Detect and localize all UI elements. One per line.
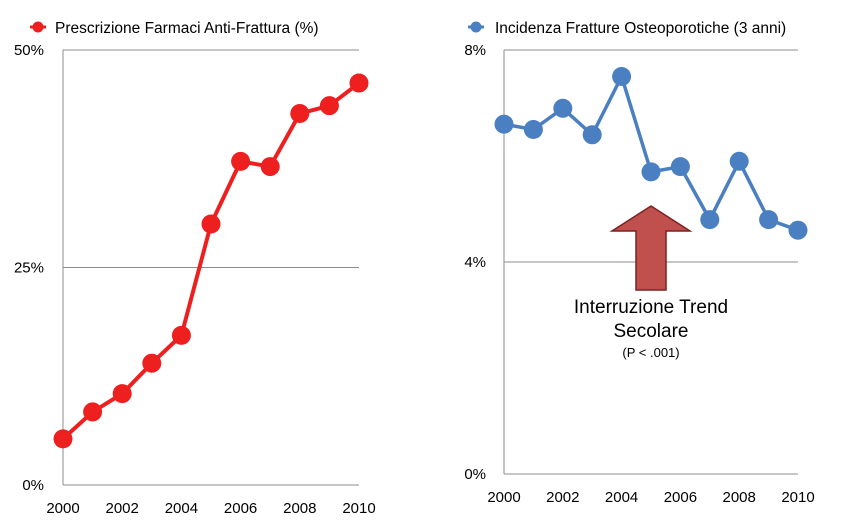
left-gridlines [63,49,359,268]
right-data-point [700,210,720,230]
left-x-tick-label: 2008 [283,500,316,517]
left-axes [62,50,359,486]
right-data-point [670,157,690,177]
left-data-point [83,402,103,422]
right-y-tick-label: 0% [464,466,486,483]
right-data-point [759,210,779,230]
right-tick-labels: 0% 4% 8% 2000 2002 2004 2006 2008 2010 [464,42,814,506]
left-x-tick-label: 2010 [342,500,375,517]
left-data-point [349,73,369,93]
right-data-point [553,98,573,118]
left-data-point [290,104,310,124]
left-legend-label: Prescrizione Farmaci Anti-Frattura (%) [55,20,319,37]
right-x-tick-label: 2004 [605,489,638,506]
fracture-incidence-chart: Incidenza Fratture Osteoporotiche (3 ann… [464,20,814,506]
trend-break-annotation: Interruzione Trend Secolare (P < .001) [574,205,728,360]
right-y-tick-label: 8% [464,42,486,59]
left-legend-dot-marker [32,21,44,33]
up-arrow-icon [609,205,693,291]
right-x-tick-label: 2002 [546,489,579,506]
left-data-point [112,384,132,404]
left-x-tick-label: 2000 [46,500,79,517]
right-data-point [612,67,632,86]
right-x-tick-label: 2008 [723,489,756,506]
left-data-point [142,353,162,373]
left-y-tick-label: 25% [14,260,44,277]
right-legend-dot-marker [470,21,482,33]
left-x-tick-label: 2006 [224,500,257,517]
right-data-point [788,220,808,240]
right-x-tick-label: 2006 [664,489,697,506]
left-y-tick-label: 50% [14,42,44,59]
left-tick-labels: 0% 25% 50% 2000 2002 2004 2006 2008 2010 [14,42,376,517]
right-series [494,67,808,240]
left-legend: Prescrizione Farmaci Anti-Frattura (%) [30,20,319,37]
annotation-p-value: (P < .001) [622,345,679,360]
left-series-line [61,81,361,441]
left-data-point [201,214,221,234]
right-data-point [729,151,749,171]
right-data-point [494,114,514,134]
right-data-point [523,120,543,139]
left-data-point [53,429,73,449]
right-x-tick-label: 2000 [487,489,520,506]
right-y-tick-label: 4% [464,254,486,271]
right-legend-label: Incidenza Fratture Osteoporotiche (3 ann… [495,20,786,37]
annotation-line-2: Secolare [614,321,689,342]
left-data-point [319,96,339,116]
right-data-point [641,162,661,182]
left-series [53,73,369,449]
left-data-point [231,151,251,171]
right-legend: Incidenza Fratture Osteoporotiche (3 ann… [468,20,786,37]
left-data-point [171,325,191,345]
prescription-chart: Prescrizione Farmaci Anti-Frattura (%) 0… [14,20,376,517]
left-x-tick-label: 2002 [106,500,139,517]
left-data-point [260,157,280,177]
left-y-tick-label: 0% [22,477,44,494]
right-x-tick-label: 2010 [781,489,814,506]
right-data-point [582,125,602,145]
left-x-tick-label: 2004 [165,500,198,517]
annotation-line-1: Interruzione Trend [574,297,728,318]
